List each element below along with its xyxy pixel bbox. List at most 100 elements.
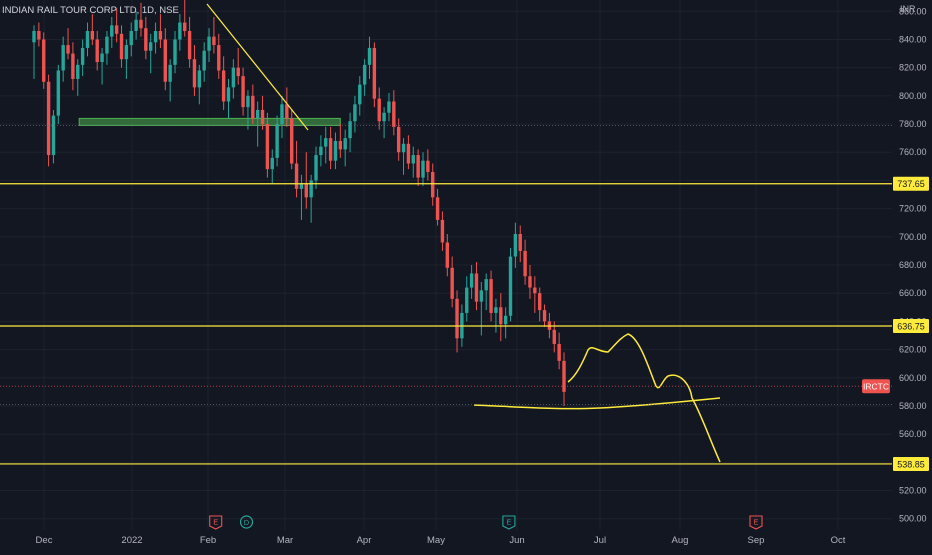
candle-body — [552, 329, 556, 344]
candle-body — [479, 290, 484, 302]
candle-body — [158, 31, 163, 40]
price-tick-label: 800.00 — [899, 91, 927, 101]
candle-body — [455, 298, 459, 339]
candle-body — [202, 50, 206, 71]
candle-body — [328, 138, 333, 161]
candle-body — [431, 171, 435, 198]
candle-body — [503, 315, 508, 325]
candle-body — [406, 143, 411, 164]
candle-body — [557, 343, 561, 361]
price-tick-label: 560.00 — [899, 429, 927, 439]
level-price-label: 636.75 — [897, 321, 925, 331]
candle-body — [76, 64, 80, 79]
price-tick-label: 680.00 — [899, 260, 927, 270]
candle-body — [153, 31, 158, 43]
price-tick-label: 840.00 — [899, 34, 927, 44]
candle-body — [333, 140, 338, 161]
price-tick-label: 580.00 — [899, 401, 927, 411]
candle-body — [518, 233, 522, 251]
price-tick-label: 760.00 — [899, 147, 927, 157]
candle-body — [100, 53, 104, 63]
time-tick-label: Jul — [594, 535, 606, 546]
time-tick-label: Sep — [748, 535, 765, 546]
earnings-icon-label: E — [753, 518, 758, 527]
candle-body — [66, 45, 70, 54]
trend-drawings — [206, 3, 721, 463]
candle-body — [537, 293, 542, 311]
candle-body — [421, 160, 425, 178]
price-tick-label: 780.00 — [899, 119, 927, 129]
level-price-tag — [893, 456, 929, 471]
candle-body — [528, 276, 532, 288]
candle-body — [119, 33, 124, 60]
candle-body — [377, 98, 381, 122]
candle-body — [489, 279, 493, 313]
candle-body — [338, 140, 343, 150]
candle-body — [42, 39, 46, 82]
candle-body — [85, 31, 90, 48]
candle-body — [260, 109, 265, 125]
time-tick-label: Dec — [36, 535, 53, 546]
candle-body — [80, 47, 85, 65]
candle-body — [382, 112, 386, 122]
candle-body — [148, 42, 153, 51]
candle-body — [105, 36, 109, 54]
candle-body — [426, 160, 430, 172]
candle-body — [494, 307, 498, 313]
candle-body — [183, 22, 187, 32]
symbol-tag — [862, 379, 890, 394]
candle-body — [290, 118, 294, 164]
candle-body — [499, 307, 503, 325]
candle-body — [168, 64, 172, 82]
earnings-icon — [502, 515, 516, 530]
candle-body — [294, 163, 299, 189]
price-tick-label: 720.00 — [899, 204, 927, 214]
candle-body — [343, 138, 347, 150]
candle-body — [387, 101, 391, 113]
candle-body — [236, 67, 240, 77]
candle-body — [163, 39, 167, 82]
candle-body — [221, 70, 226, 102]
candle-body — [435, 197, 440, 220]
candle-body — [241, 76, 245, 108]
candle-body — [523, 250, 527, 277]
candle-body — [95, 39, 99, 63]
candle-body — [285, 104, 289, 119]
symbol-tag-label: IRCTC — [863, 382, 889, 392]
candle-body — [513, 233, 518, 257]
candle-body — [51, 115, 56, 156]
currency-label: INR — [900, 4, 916, 14]
candle-body — [392, 101, 396, 127]
candle-body — [61, 45, 65, 71]
candle-body — [56, 70, 61, 116]
candle-body — [314, 155, 318, 181]
candle-body — [450, 267, 454, 299]
candle-body — [110, 25, 114, 37]
trend-line — [206, 3, 309, 131]
candle-body — [348, 121, 352, 139]
candle-body — [46, 81, 51, 156]
time-tick-label: Aug — [672, 535, 689, 546]
price-axis[interactable]: 860.00840.00820.00800.00780.00760.00740.… — [862, 0, 932, 550]
support-zone — [78, 117, 341, 126]
candle-body — [178, 22, 182, 40]
candle-body — [353, 104, 357, 122]
candle-body — [440, 219, 445, 243]
candle-body — [411, 155, 415, 164]
time-axis[interactable]: Dec 2022 Feb Mar Apr May Jun Jul Aug Sep Oct — [36, 535, 846, 546]
earnings-icon — [209, 515, 223, 530]
candle-body — [270, 157, 274, 170]
candle-body — [90, 31, 95, 40]
price-tick-label: 860.00 — [899, 6, 927, 16]
candle-body — [226, 87, 231, 102]
earnings-icon — [749, 515, 763, 530]
candle-body — [372, 47, 377, 99]
candle-body — [231, 67, 236, 88]
dividend-icon-label: D — [244, 518, 250, 527]
candle-body — [187, 31, 192, 60]
candle-body — [207, 36, 211, 51]
candle-body — [358, 84, 362, 105]
price-tick-label: 820.00 — [899, 63, 927, 73]
